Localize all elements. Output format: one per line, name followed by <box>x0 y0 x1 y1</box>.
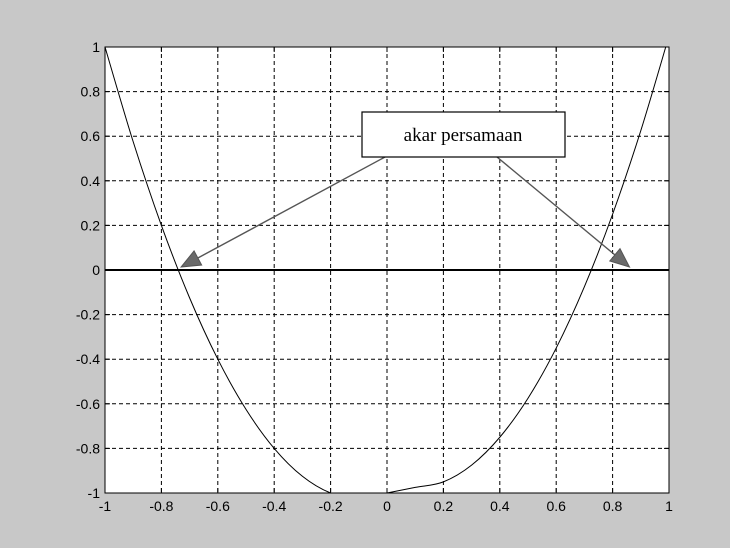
annotation-label: akar persamaan <box>404 125 523 146</box>
annotation-arrow-line <box>496 156 616 256</box>
function-curve <box>105 47 667 493</box>
x-tick-label: 0.8 <box>603 498 623 514</box>
annotation-arrow-line <box>197 156 386 259</box>
y-tick-labels: 1 0.8 0.6 0.4 0.2 0 -0.2 -0.4 -0.6 -0.8 -1 <box>76 39 100 501</box>
y-tick-label: -0.6 <box>76 396 100 412</box>
x-tick-label: 0.2 <box>434 498 454 514</box>
y-tick-label: 0.6 <box>81 128 101 144</box>
y-tick-label: 1 <box>92 39 100 55</box>
y-tick-label: -1 <box>88 485 101 501</box>
y-tick-label: -0.2 <box>76 307 100 323</box>
y-tick-label: -0.8 <box>76 440 100 456</box>
axes-frame <box>104 46 670 494</box>
x-tick-labels: -1 -0.8 -0.6 -0.4 -0.2 0 0.2 0.4 0.6 0.8 1 <box>99 498 673 514</box>
x-tick-label: 0 <box>383 498 391 514</box>
y-tick-label: 0.4 <box>81 173 101 189</box>
x-tick-label: 1 <box>665 498 673 514</box>
annotation-box: akar persamaan <box>361 111 566 158</box>
annotation-arrows <box>180 156 631 268</box>
x-tick-label: -0.6 <box>206 498 230 514</box>
x-tick-label: 0.4 <box>490 498 510 514</box>
y-tick-label: -0.4 <box>76 351 100 367</box>
annotation-arrowhead <box>180 250 203 268</box>
x-tick-label: -0.2 <box>319 498 343 514</box>
y-tick-label: 0.2 <box>81 217 101 233</box>
x-tick-label: -1 <box>99 498 112 514</box>
x-tick-label: -0.4 <box>262 498 286 514</box>
y-tick-label: 0 <box>92 262 100 278</box>
x-tick-label: -0.8 <box>149 498 173 514</box>
y-tick-label: 0.8 <box>81 84 101 100</box>
x-tick-label: 0.6 <box>546 498 566 514</box>
annotation-arrowhead <box>608 247 631 268</box>
